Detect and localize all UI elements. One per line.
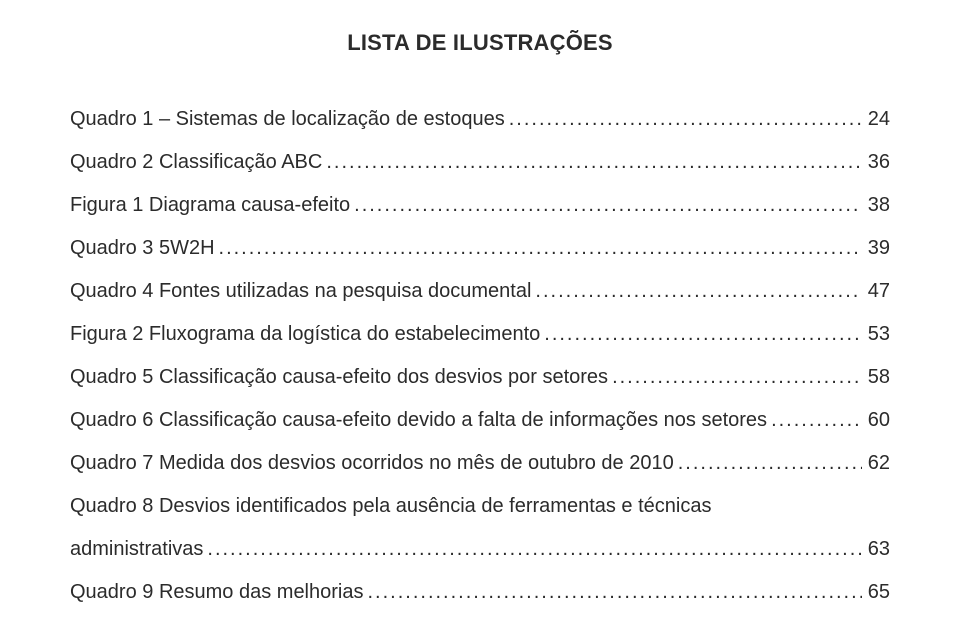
- toc-dots: [505, 104, 862, 135]
- toc-line: Figura 1 Diagrama causa-efeito 38: [70, 190, 890, 221]
- toc-text: Quadro 3 5W2H: [70, 233, 215, 264]
- toc-text: Quadro 2 Classificação ABC: [70, 147, 322, 178]
- toc-page: 38: [862, 190, 890, 221]
- toc-text: Figura 1 Diagrama causa-efeito: [70, 190, 350, 221]
- toc-text: Quadro 6 Classificação causa-efeito devi…: [70, 405, 767, 436]
- toc-line: Quadro 9 Resumo das melhorias 65: [70, 577, 890, 608]
- toc-text: Quadro 9 Resumo das melhorias: [70, 577, 363, 608]
- toc-dots: [322, 147, 861, 178]
- toc-text: Quadro 4 Fontes utilizadas na pesquisa d…: [70, 276, 531, 307]
- toc-dots: [350, 190, 862, 221]
- toc-line: administrativas 63: [70, 534, 890, 565]
- toc-text: Quadro 7 Medida dos desvios ocorridos no…: [70, 448, 674, 479]
- toc-page: 62: [862, 448, 890, 479]
- toc-page: 47: [862, 276, 890, 307]
- toc-line: Quadro 1 – Sistemas de localização de es…: [70, 104, 890, 135]
- toc-dots: [540, 319, 861, 350]
- toc-dots: [608, 362, 862, 393]
- toc-page: 63: [862, 534, 890, 565]
- toc-text: Quadro 1 – Sistemas de localização de es…: [70, 104, 505, 135]
- toc-dots: [531, 276, 861, 307]
- toc-page: 53: [862, 319, 890, 350]
- toc-page: 65: [862, 577, 890, 608]
- toc-page: 58: [862, 362, 890, 393]
- toc-text: Quadro 5 Classificação causa-efeito dos …: [70, 362, 608, 393]
- toc-entries: Quadro 1 – Sistemas de localização de es…: [70, 104, 890, 608]
- toc-line: Figura 2 Fluxograma da logística do esta…: [70, 319, 890, 350]
- toc-line: Quadro 3 5W2H 39: [70, 233, 890, 264]
- toc-line: Quadro 2 Classificação ABC 36: [70, 147, 890, 178]
- page-title: LISTA DE ILUSTRAÇÕES: [70, 30, 890, 56]
- toc-line: Quadro 8 Desvios identificados pela ausê…: [70, 491, 890, 522]
- toc-text: Quadro 8 Desvios identificados pela ausê…: [70, 491, 711, 522]
- toc-page: 24: [862, 104, 890, 135]
- toc-line: Quadro 4 Fontes utilizadas na pesquisa d…: [70, 276, 890, 307]
- toc-dots: [203, 534, 861, 565]
- toc-dots: [767, 405, 862, 436]
- toc-page: 60: [862, 405, 890, 436]
- toc-dots: [215, 233, 862, 264]
- toc-text: Figura 2 Fluxograma da logística do esta…: [70, 319, 540, 350]
- toc-dots: [674, 448, 862, 479]
- toc-dots: [363, 577, 861, 608]
- toc-page: 39: [862, 233, 890, 264]
- toc-line: Quadro 5 Classificação causa-efeito dos …: [70, 362, 890, 393]
- toc-text: administrativas: [70, 534, 203, 565]
- toc-line: Quadro 6 Classificação causa-efeito devi…: [70, 405, 890, 436]
- toc-page: 36: [862, 147, 890, 178]
- toc-line: Quadro 7 Medida dos desvios ocorridos no…: [70, 448, 890, 479]
